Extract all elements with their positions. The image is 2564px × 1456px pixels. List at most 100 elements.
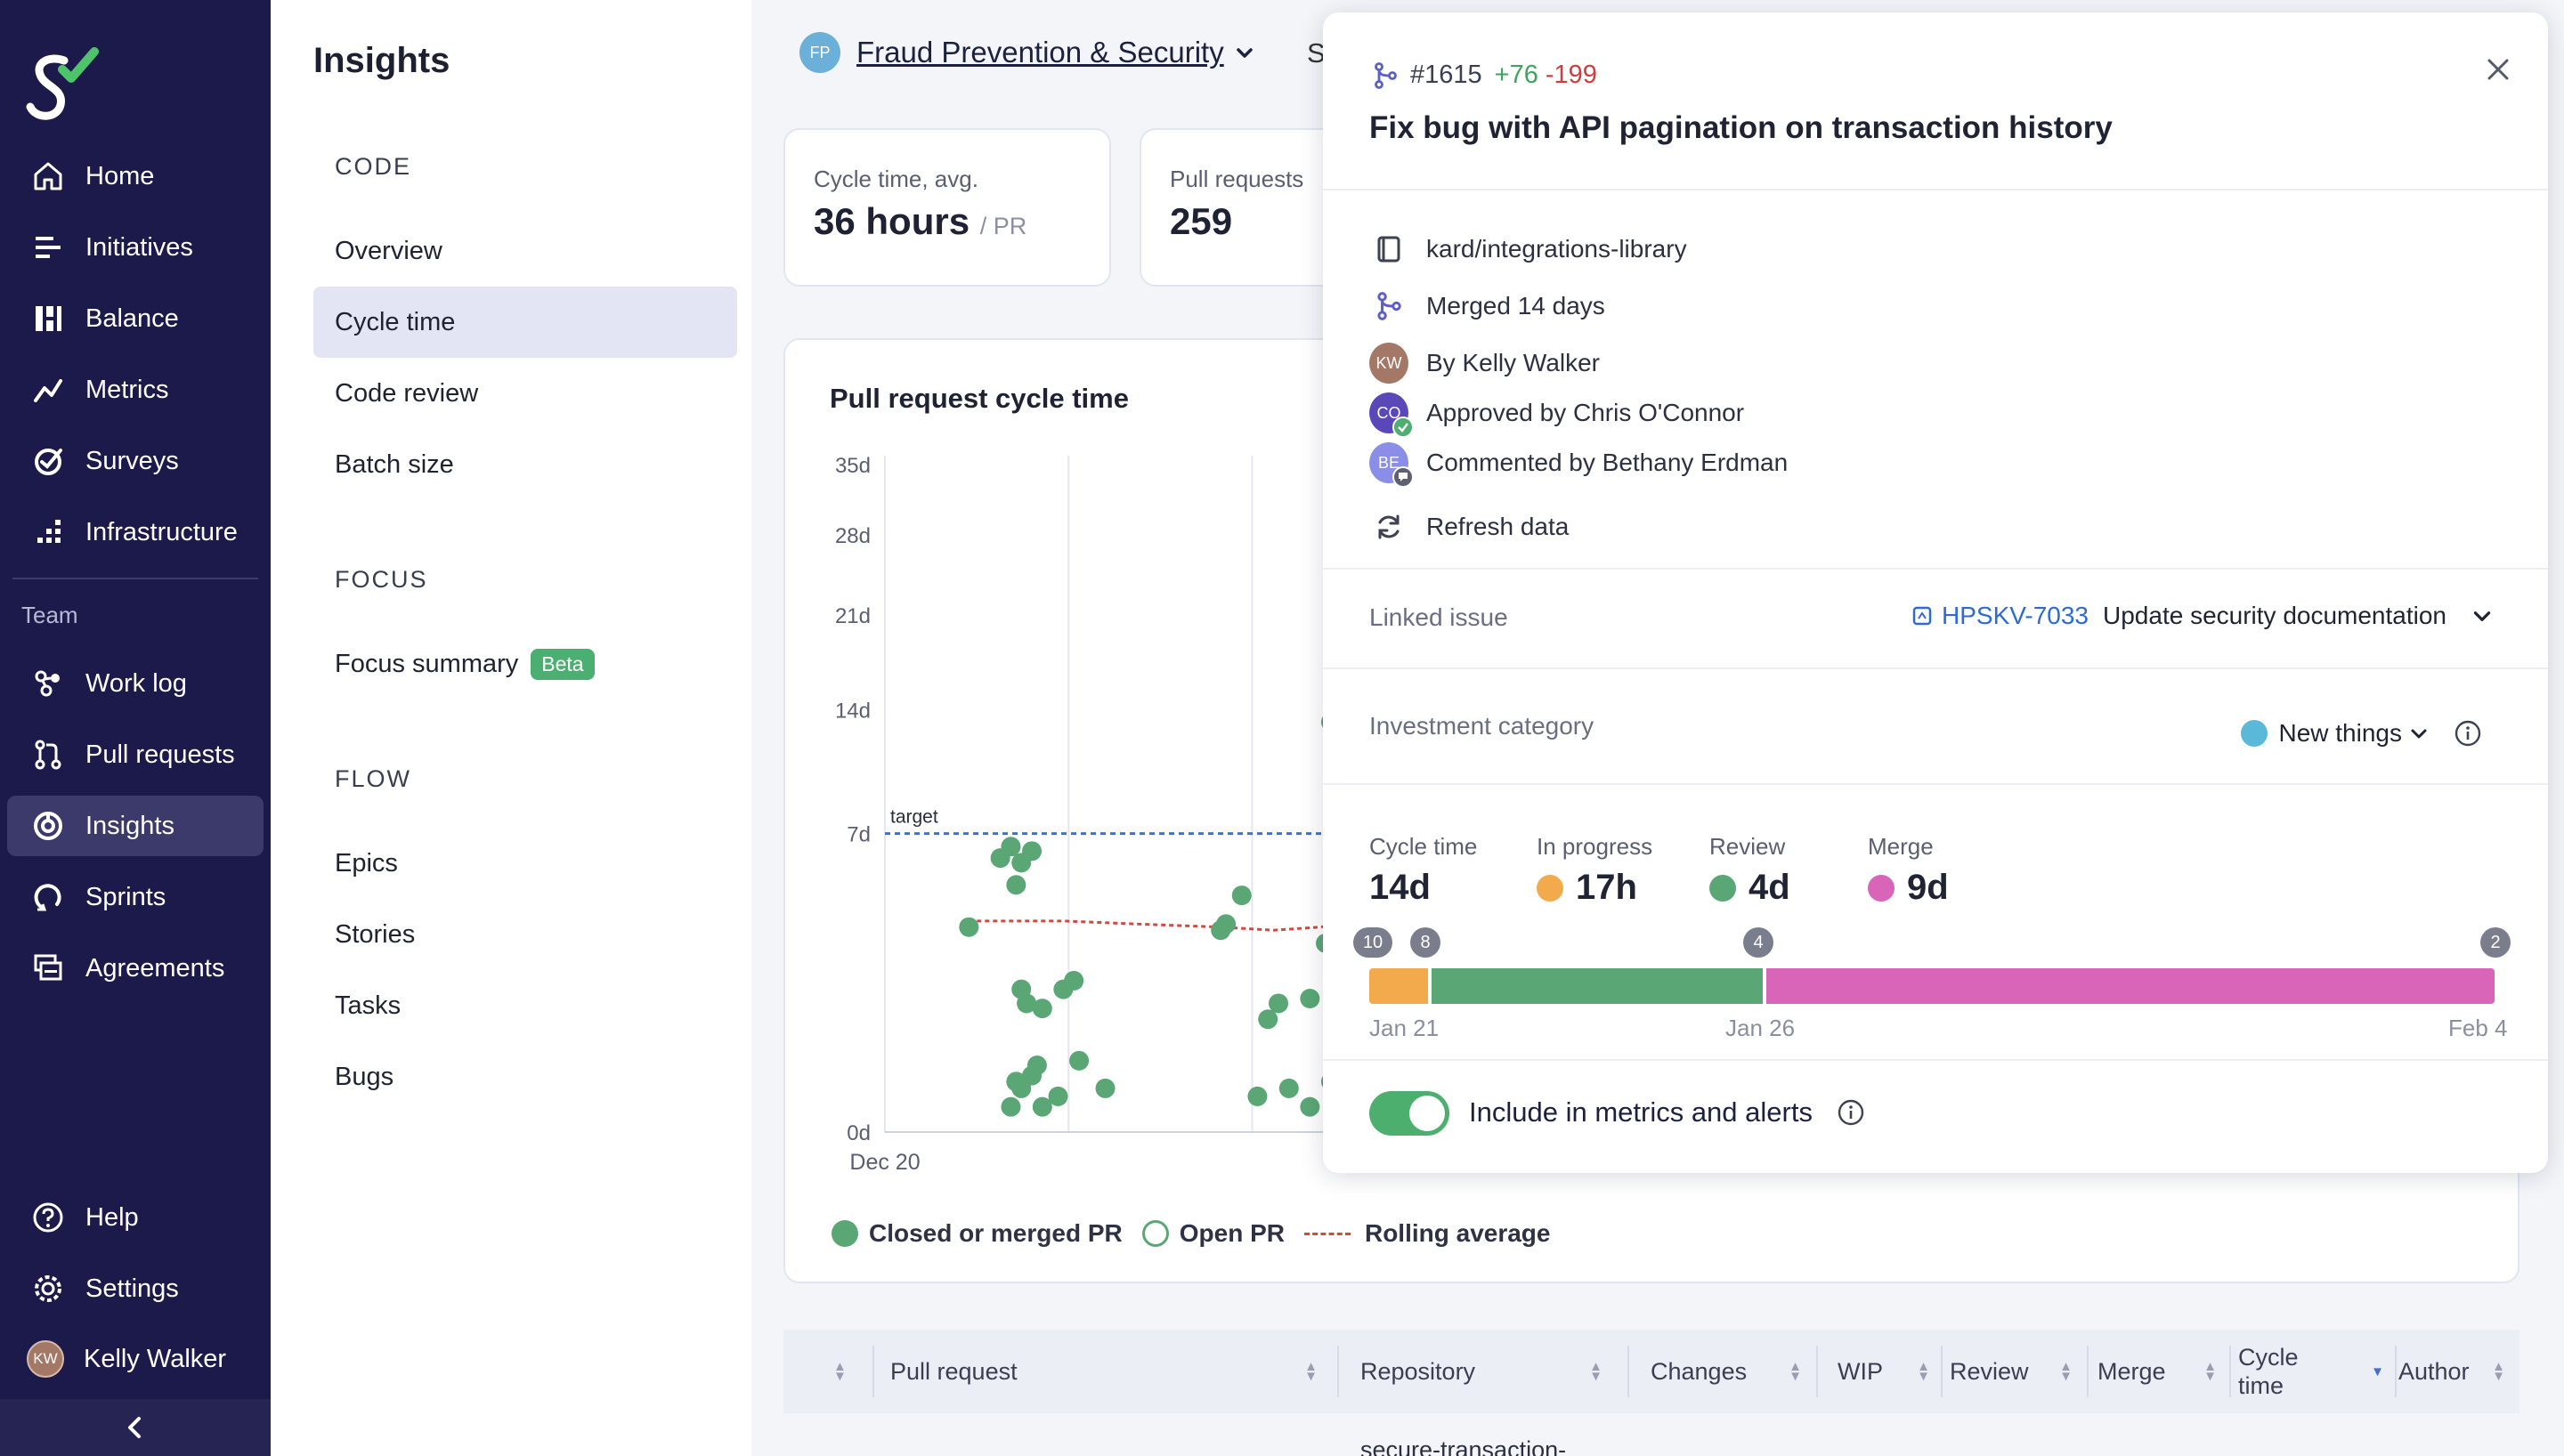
section-flow: FLOW [335,765,411,792]
linked-issue-selector[interactable]: HPSKV-7033 Update security documentation [1911,602,2495,630]
nav-item-pull-requests[interactable]: Pull requests [7,724,264,785]
team-name: Fraud Prevention & Security [856,36,1224,69]
timeline-badge[interactable]: 4 [1743,927,1773,958]
info-icon[interactable] [2454,719,2482,748]
column-cycle-time[interactable]: Cycle time ▼ [2238,1330,2384,1413]
column-select[interactable]: ▲ ▼ [823,1330,847,1413]
legend-closed[interactable]: Closed or merged PR [832,1219,1123,1248]
column-divider [1941,1346,1943,1397]
current-user[interactable]: KW Kelly Walker [27,1340,226,1378]
column-repository[interactable]: Repository ▲ ▼ [1360,1330,1602,1413]
pr-detail-panel: #1615 +76 -199 Fix bug with API paginati… [1323,12,2548,1173]
pr-repository: kard/integrations-library [1426,235,1687,263]
panel-divider [1323,568,2548,570]
section-code: CODE [335,153,412,180]
nav-item-infrastructure[interactable]: Infrastructure [7,502,264,562]
data-point [1300,1096,1320,1117]
investment-category-selector[interactable]: New things [2241,719,2482,748]
subnav-item-batch-size[interactable]: Batch size [335,449,454,479]
data-point [1001,1096,1021,1117]
merged-icon [1369,287,1408,326]
legend-rolling[interactable]: Rolling average [1303,1219,1550,1248]
x-tick-label: Dec 20 [849,1150,920,1175]
nav-divider [12,578,258,579]
subnav-item-overview[interactable]: Overview [335,236,442,265]
subnav-item-cycle-time[interactable]: Cycle time [313,287,737,358]
y-tick-label: 28d [835,524,871,548]
stat-value: 36 hours / PR [814,200,1081,243]
phase-dot [1537,874,1563,902]
column-label: Merge [2097,1357,2166,1385]
nav-item-label: Help [85,1202,139,1232]
data-point [1258,1009,1278,1030]
data-point [1017,993,1037,1014]
panel-divider [1323,783,2548,785]
nav-item-initiatives[interactable]: Initiatives [7,217,264,278]
column-label: Pull request [890,1357,1018,1385]
legend-open[interactable]: Open PR [1141,1219,1285,1248]
data-point [1231,886,1252,906]
team-selector[interactable]: FP Fraud Prevention & Security [799,32,1256,73]
subnav-item-focus-summary[interactable]: Focus summary Beta [313,628,737,700]
surveys-icon [28,441,68,481]
sort-icon: ▲ ▼ [1304,1359,1318,1384]
subnav-item-epics[interactable]: Epics [335,848,398,878]
column-changes[interactable]: Changes ▲ ▼ [1651,1330,1802,1413]
nav-item-label: Pull requests [85,740,235,769]
nav-item-help[interactable]: Help [7,1187,264,1248]
pr-table-header: ▲ ▼ Pull request ▲ ▼ Repository ▲ ▼ Changes ▲ ▼… [783,1330,2519,1413]
nav-item-surveys[interactable]: Surveys [7,431,264,491]
nav-item-work-log[interactable]: Work log [7,653,264,714]
subnav-item-code-review[interactable]: Code review [335,378,479,408]
nav-item-sprints[interactable]: Sprints [7,867,264,927]
timeline-badge[interactable]: 2 [2480,927,2511,958]
subnav-item-tasks[interactable]: Tasks [335,991,402,1020]
phase-dot [1709,874,1736,902]
selector-fragment[interactable]: S [1307,37,1326,69]
column-author[interactable]: Author ▲ ▼ [2398,1330,2505,1413]
column-review[interactable]: Review ▲ ▼ [1950,1330,2073,1413]
timeline-badge[interactable]: 10 [1353,927,1392,958]
pr-repository-row[interactable]: kard/integrations-library [1369,230,1687,269]
timeline-segment-review[interactable] [1432,968,1763,1004]
subnav-item-bugs[interactable]: Bugs [335,1062,394,1091]
timeline-badge[interactable]: 8 [1410,927,1440,958]
timeline-segment-merge[interactable] [1766,968,2495,1004]
refresh-icon [1369,507,1408,546]
data-point [1022,1065,1043,1086]
linked-issue-key[interactable]: HPSKV-7033 [1942,602,2089,629]
main-nav: Home Initiatives Balance Metrics Surveys… [0,0,271,1456]
nav-item-balance[interactable]: Balance [7,288,264,349]
nav-item-agreements[interactable]: Agreements [7,938,264,999]
column-wip[interactable]: WIP ▲ ▼ [1838,1330,1930,1413]
data-point [990,848,1010,869]
info-icon[interactable] [1837,1098,1865,1127]
close-icon[interactable] [2480,52,2516,87]
include-metrics-toggle[interactable] [1369,1091,1449,1136]
nav-item-home[interactable]: Home [7,146,264,206]
app-logo[interactable] [23,43,103,128]
avatar: KW [27,1340,64,1378]
column-pull-request[interactable]: Pull request ▲ ▼ [890,1330,1318,1413]
nav-item-metrics[interactable]: Metrics [7,360,264,420]
nav-item-insights[interactable]: Insights [7,796,264,856]
timeline-date-start: Jan 21 [1369,1015,1440,1041]
subnav-item-stories[interactable]: Stories [335,919,416,949]
pull-request-icon [28,735,68,774]
approved-check-icon [1392,417,1414,438]
chevron-down-icon [1236,48,1253,58]
phase-value: 4d [1709,868,1790,908]
pr-title[interactable]: Fix bug with API pagination on transacti… [1369,110,2113,145]
include-metrics-text: Include in metrics and alerts [1469,1096,1813,1128]
collapse-nav-button[interactable] [0,1399,271,1456]
user-name: Kelly Walker [84,1344,227,1373]
pr-author: By Kelly Walker [1426,349,1601,376]
timeline-segment-in-progress[interactable] [1369,968,1428,1004]
refresh-data-button[interactable]: Refresh data [1369,507,1569,546]
phase-label: In progress [1537,833,1653,860]
column-divider [1627,1346,1629,1397]
nav-item-settings[interactable]: Settings [7,1258,264,1319]
column-merge[interactable]: Merge ▲ ▼ [2097,1330,2217,1413]
stat-card-cycle-time: Cycle time, avg. 36 hours / PR [783,128,1111,287]
settings-icon [28,1269,68,1308]
